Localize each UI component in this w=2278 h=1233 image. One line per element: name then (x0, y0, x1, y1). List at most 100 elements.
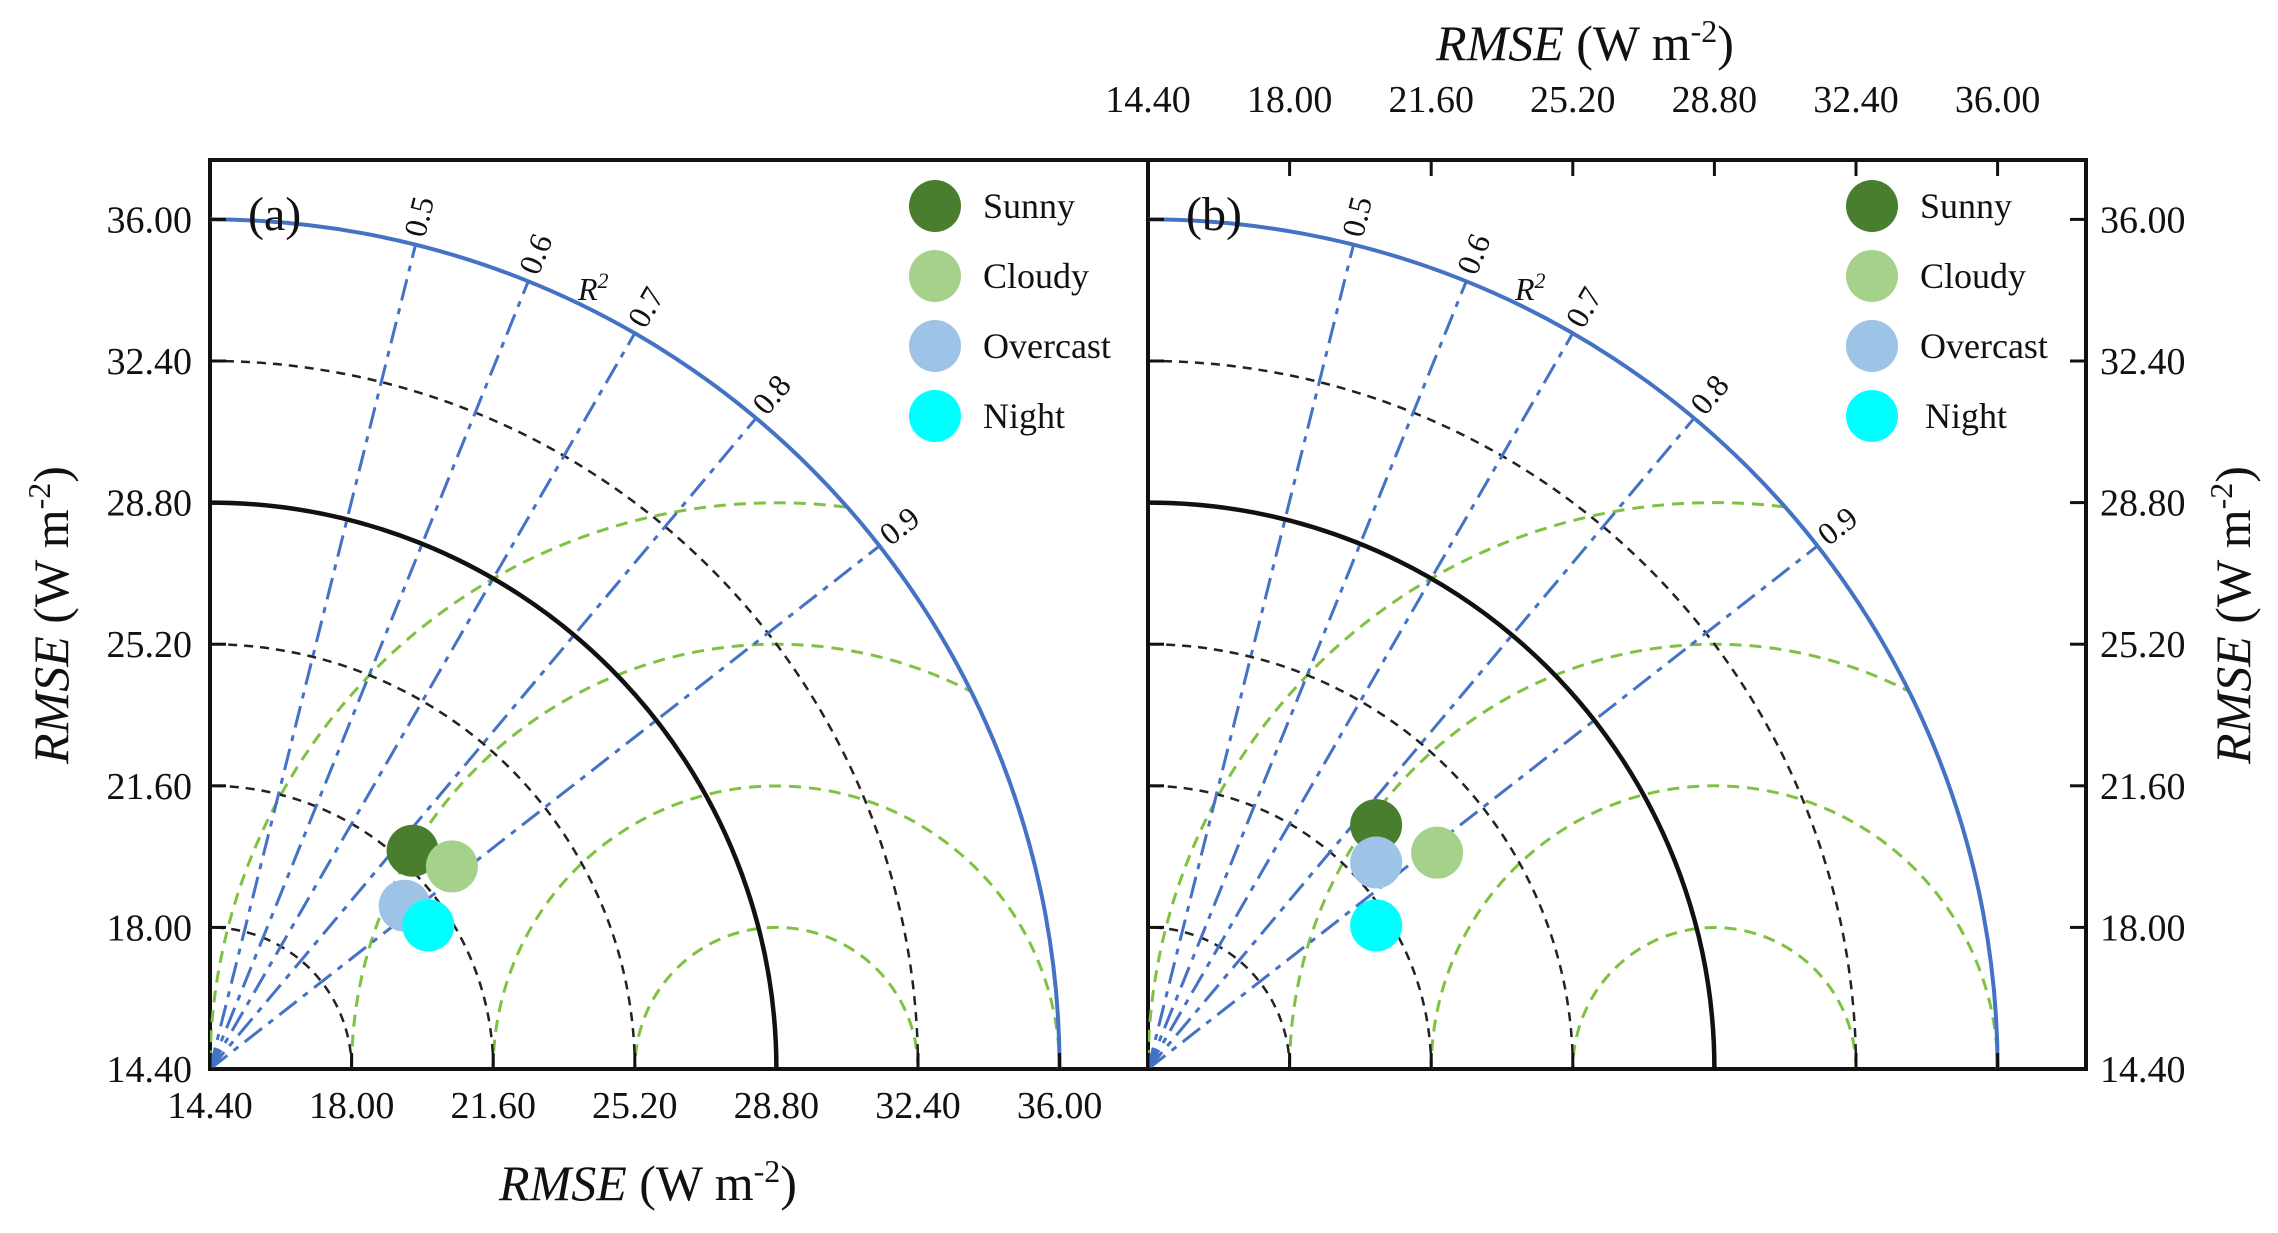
y-tick-label: 14.40 (2100, 1049, 2186, 1091)
x-tick-label: 21.60 (450, 1085, 536, 1127)
legend-b: Sunny Cloudy Overcast Night (1846, 180, 2048, 442)
y-axis-title-left: RMSE (W m-2) (21, 466, 79, 765)
legend-marker-overcast (1846, 320, 1898, 372)
r2-line (208, 244, 417, 1070)
legend-marker-night (909, 390, 961, 442)
panel-a: 0.50.60.70.80.9 (208, 193, 1062, 1071)
legend-marker-sunny (1846, 180, 1898, 232)
y-tick-label: 18.00 (2100, 907, 2186, 949)
top-tick-labels-b: 14.40 18.00 21.60 25.20 28.80 32.40 36.00 (1105, 79, 2040, 176)
point-sunny (1350, 799, 1403, 852)
legend-marker-cloudy (1846, 250, 1898, 302)
right-tick-labels-b: 14.40 18.00 21.60 25.20 28.80 32.40 36.00 (2070, 199, 2186, 1091)
r2-header-b: R2 (1514, 268, 1546, 307)
point-cloudy (1411, 826, 1464, 879)
x-tick-label: 25.20 (592, 1085, 678, 1127)
y-tick-label: 32.40 (107, 341, 193, 383)
y-tick-label: 36.00 (107, 199, 193, 241)
y-tick-label: 25.20 (107, 624, 193, 666)
rms-contour (491, 784, 1060, 1069)
point-overcast (1350, 836, 1403, 889)
r2-line (1146, 280, 1468, 1070)
point-cloudy (425, 840, 478, 893)
std-contour (1147, 784, 1433, 1070)
panel-a-frame (208, 158, 1150, 1071)
x-tick-label: 36.00 (1955, 79, 2041, 121)
panel-label-a: (a) (248, 188, 301, 241)
legend-label-cloudy: Cloudy (1920, 256, 2026, 296)
legend-label-overcast: Overcast (1920, 326, 2048, 366)
legend-label-cloudy: Cloudy (983, 256, 1089, 296)
point-sunny (386, 824, 439, 877)
rms-contour (1148, 501, 1998, 1069)
legend-a: Sunny Cloudy Overcast Night (909, 180, 1111, 442)
outer-arc (209, 217, 1062, 1070)
legend-label-sunny: Sunny (1920, 186, 2012, 226)
x-tick-label: 32.40 (1813, 79, 1899, 121)
x-axis-title-bottom: RMSE (W m-2) (498, 1153, 797, 1211)
legend-label-overcast: Overcast (983, 326, 1111, 366)
x-tick-label: 32.40 (875, 1085, 961, 1127)
r2-line (208, 280, 530, 1070)
x-tick-label: 28.80 (734, 1085, 820, 1127)
r2-line (1146, 244, 1355, 1070)
legend-label-sunny: Sunny (983, 186, 1075, 226)
r2-line (208, 332, 637, 1070)
panel-b-frame (1146, 158, 2088, 1071)
x-tick-label: 28.80 (1672, 79, 1758, 121)
left-tick-labels-a: 14.40 18.00 21.60 25.20 28.80 32.40 36.00 (107, 199, 193, 1091)
panel-label-b: (b) (1186, 188, 1242, 241)
y-tick-label: 25.20 (2100, 624, 2186, 666)
y-tick-label: 36.00 (2100, 199, 2186, 241)
x-tick-label: 36.00 (1017, 1085, 1103, 1127)
r2-label: 0.5 (396, 193, 441, 241)
point-night (1350, 899, 1403, 952)
legend-label-night: Night (983, 396, 1065, 436)
r2-line (209, 544, 881, 1071)
x-axis-title-top: RMSE (W m-2) (1435, 13, 1734, 71)
outer-arc (1147, 217, 2000, 1070)
r2-header-a: R2 (577, 268, 609, 307)
y-axis-title-right: RMSE (W m-2) (2203, 466, 2261, 765)
x-tick-label: 21.60 (1388, 79, 1474, 121)
r2-label: 0.5 (1334, 193, 1379, 241)
legend-marker-cloudy (909, 250, 961, 302)
std-contour (1147, 642, 1575, 1070)
y-tick-label: 21.60 (2100, 766, 2186, 808)
x-tick-label: 18.00 (1247, 79, 1333, 121)
x-tick-label: 14.40 (167, 1085, 253, 1127)
rms-contour (210, 501, 1060, 1069)
legend-marker-overcast (909, 320, 961, 372)
y-tick-label: 21.60 (107, 766, 193, 808)
x-tick-label: 25.20 (1530, 79, 1616, 121)
rms-contour (350, 642, 1060, 1069)
r2-line (208, 417, 758, 1070)
point-night (402, 899, 455, 952)
x-tick-label: 14.40 (1105, 79, 1191, 121)
reference-arc (209, 500, 779, 1070)
std-contour (209, 642, 637, 1070)
y-tick-label: 18.00 (107, 907, 193, 949)
rms-contour (1429, 784, 1998, 1069)
legend-marker-sunny (909, 180, 961, 232)
r2-label: 0.6 (1449, 229, 1497, 280)
y-tick-label: 32.40 (2100, 341, 2186, 383)
std-contour (209, 784, 495, 1070)
x-tick-label: 18.00 (309, 1085, 395, 1127)
r2-line (1146, 417, 1696, 1070)
reference-arc (1147, 500, 1717, 1070)
r2-label: 0.7 (1558, 281, 1609, 334)
legend-marker-night (1846, 390, 1898, 442)
r2-label: 0.6 (511, 229, 559, 280)
rms-contour (633, 925, 920, 1069)
bottom-tick-labels-a: 14.40 18.00 21.60 25.20 28.80 32.40 36.00 (167, 1085, 1102, 1127)
y-tick-label: 14.40 (107, 1049, 193, 1091)
r2-line (1146, 332, 1575, 1070)
rms-contour (1571, 925, 1858, 1069)
y-tick-label: 28.80 (2100, 483, 2186, 525)
y-tick-label: 28.80 (107, 483, 193, 525)
r2-label: 0.7 (620, 281, 671, 334)
r2-line (1147, 544, 1819, 1071)
legend-label-night: Night (1925, 396, 2007, 436)
